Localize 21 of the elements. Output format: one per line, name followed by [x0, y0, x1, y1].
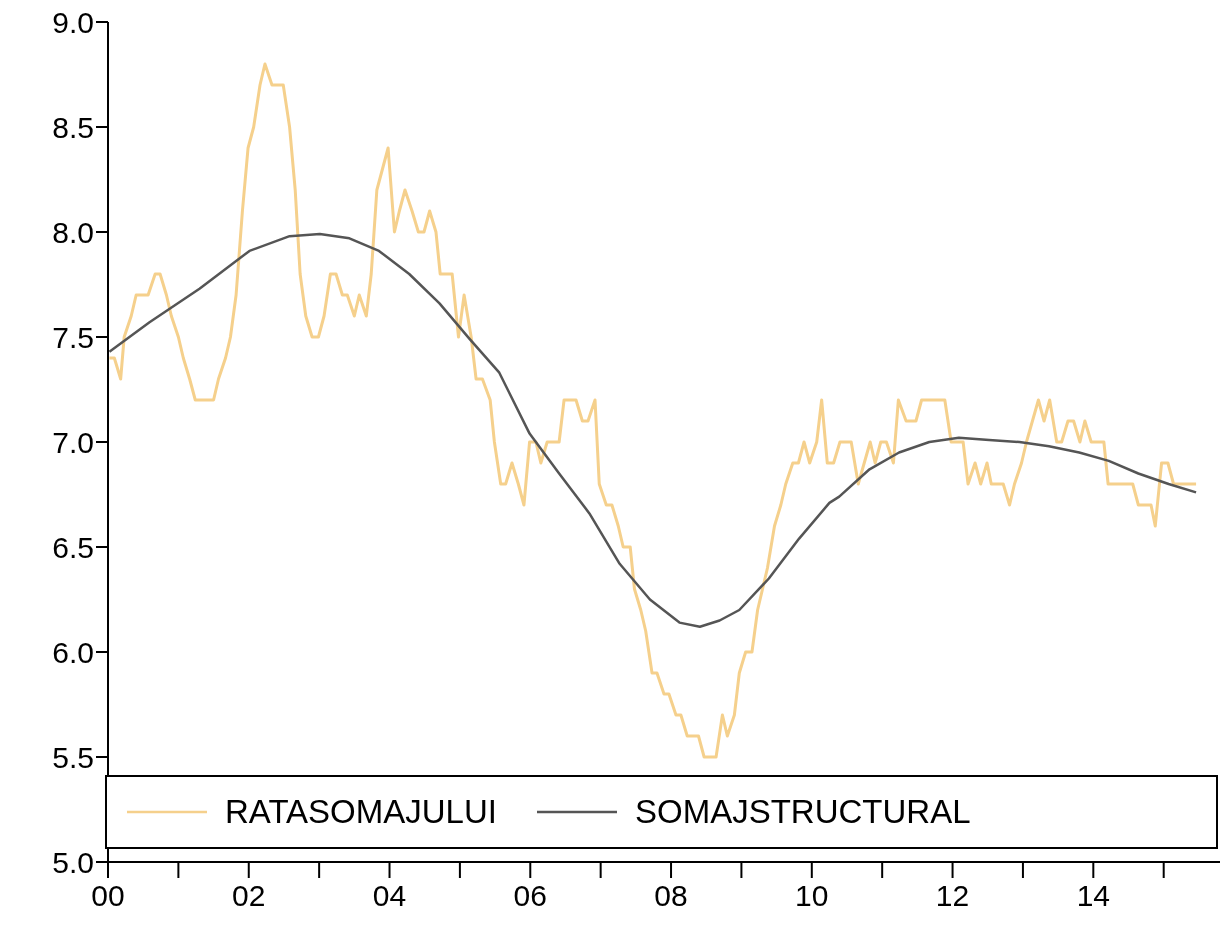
y-tick-label: 7.0	[52, 425, 94, 459]
x-tick-label: 10	[795, 879, 829, 912]
x-tick-label: 04	[372, 879, 407, 912]
y-tick-label: 7.5	[52, 320, 94, 354]
y-tick-label: 9.0	[52, 5, 94, 39]
x-tick-label: 14	[1076, 879, 1110, 912]
y-tick-label: 6.5	[52, 530, 94, 564]
y-tick-label: 5.0	[52, 845, 94, 879]
x-tick-label: 02	[232, 879, 266, 912]
line-series	[108, 232, 1198, 629]
x-tick-label: 12	[935, 879, 970, 912]
y-tick-label: 6.0	[52, 635, 94, 669]
line-series	[108, 62, 1198, 759]
x-tick-label: 00	[91, 879, 125, 912]
y-tick-label: 5.5	[52, 740, 94, 774]
legend-label: SOMAJSTRUCTURAL	[634, 793, 971, 831]
y-tick-label: 8.0	[52, 215, 94, 249]
x-tick-label: 08	[654, 879, 688, 912]
x-tick-label: 06	[513, 879, 547, 912]
legend-label: RATASOMAJULUI	[225, 793, 497, 831]
y-tick-label: 8.5	[52, 110, 94, 144]
